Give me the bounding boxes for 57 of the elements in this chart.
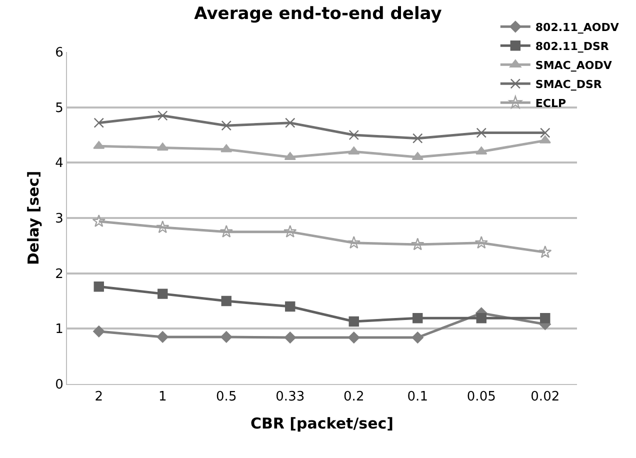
- point: [474, 236, 488, 249]
- point: [221, 296, 232, 306]
- legend-label: 802.11_DSR: [535, 40, 610, 53]
- point: [94, 282, 104, 292]
- point: [158, 288, 168, 299]
- y-tick-label: 1: [55, 322, 64, 338]
- legend-label: SMAC_DSR: [535, 78, 602, 91]
- point: [220, 224, 233, 238]
- point: [220, 144, 232, 152]
- point: [412, 133, 423, 144]
- point: [285, 118, 296, 128]
- point: [348, 316, 359, 327]
- point: [412, 313, 423, 324]
- x-tick-label: 0.2: [344, 390, 364, 405]
- point: [156, 220, 170, 234]
- x-tick-label: 0.1: [407, 390, 428, 405]
- point: [221, 120, 232, 131]
- point: [93, 140, 105, 149]
- y-tick-label: 3: [55, 212, 64, 227]
- point: [156, 142, 168, 151]
- x-tick-label: 2: [94, 390, 104, 405]
- y-tick-label: 5: [55, 100, 64, 116]
- y-axis-title: Delay [sec]: [24, 170, 42, 266]
- point: [92, 214, 106, 228]
- y-tick-label: 0: [55, 378, 64, 393]
- point: [412, 332, 424, 344]
- point: [540, 128, 550, 138]
- point: [347, 236, 360, 249]
- point: [348, 130, 359, 140]
- point: [220, 331, 232, 343]
- legend-label: 802.11_AODV: [535, 20, 620, 34]
- x-tick-label: 0.05: [466, 390, 496, 405]
- point: [284, 224, 297, 238]
- point: [156, 331, 168, 343]
- point: [284, 332, 296, 344]
- y-tick-label: 6: [55, 46, 64, 61]
- x-tick-label: 0.5: [216, 390, 237, 405]
- point: [539, 135, 551, 144]
- point: [476, 128, 486, 138]
- x-tick-label: 0.33: [276, 390, 305, 405]
- point: [540, 313, 550, 324]
- point: [93, 326, 105, 338]
- point: [476, 313, 486, 324]
- point: [411, 238, 424, 250]
- point: [94, 118, 104, 128]
- legend-label: ECLP: [535, 96, 566, 110]
- y-tick-label: 4: [55, 156, 64, 172]
- point: [285, 301, 296, 312]
- x-axis-title: CBR [packet/sec]: [250, 414, 394, 433]
- chart-title: Average end-to-end delay: [194, 4, 442, 24]
- x-tick-label: 1: [158, 390, 167, 405]
- point: [348, 332, 360, 344]
- y-tick-label: 2: [55, 266, 64, 282]
- legend-label: SMAC_AODV: [535, 58, 612, 72]
- point: [158, 110, 168, 121]
- point: [538, 245, 552, 258]
- x-tick-label: 0.02: [530, 390, 560, 405]
